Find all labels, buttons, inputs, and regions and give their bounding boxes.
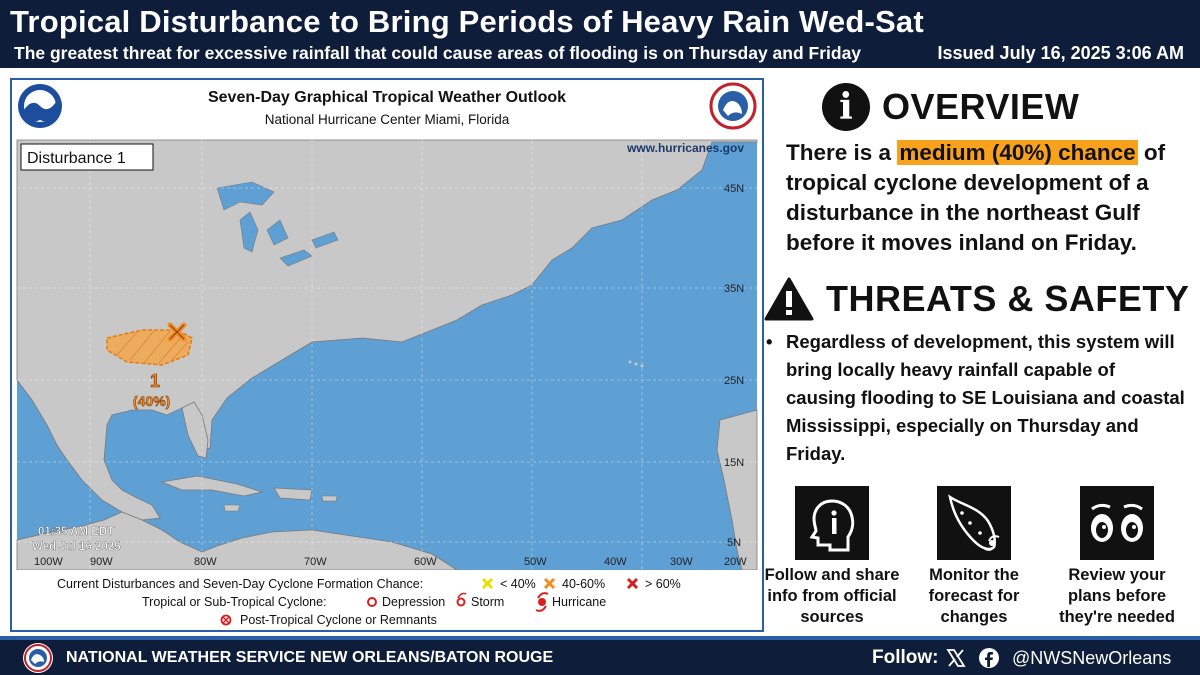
footer-divider bbox=[0, 636, 1200, 640]
social-handle-link[interactable]: @NWSNewOrleans bbox=[1012, 648, 1172, 668]
issued-timestamp: Issued July 16, 2025 3:06 AM bbox=[937, 43, 1184, 63]
hispaniola-land bbox=[273, 487, 313, 501]
overview-header: i OVERVIEW bbox=[822, 82, 1079, 132]
florida-land bbox=[181, 401, 209, 459]
x-social-icon[interactable] bbox=[946, 648, 966, 668]
map-subtitle: National Hurricane Center Miami, Florida bbox=[265, 112, 510, 127]
office-name: NATIONAL WEATHER SERVICE NEW ORLEANS/BAT… bbox=[66, 649, 554, 666]
tip-monitor-forecast: Monitor the forecast for changes bbox=[904, 486, 1044, 628]
facebook-icon[interactable] bbox=[978, 647, 1000, 669]
lon-label-50w: 50W bbox=[524, 556, 547, 568]
map-timestamp-date: Wed Jul 16 2025 bbox=[32, 541, 121, 553]
lon-label-80w: 80W bbox=[194, 556, 217, 568]
africa-land bbox=[716, 409, 758, 571]
overview-text-before: There is a bbox=[786, 140, 898, 165]
page-title: Tropical Disturbance to Bring Periods of… bbox=[10, 4, 924, 39]
tip-review-caption: Review your plans before they're needed bbox=[1059, 566, 1175, 626]
depression-icon bbox=[367, 597, 377, 607]
lon-label-30w: 30W bbox=[670, 556, 693, 568]
legend-row2-label: Tropical or Sub-Tropical Cyclone: bbox=[142, 595, 327, 609]
threats-text: • Regardless of development, this system… bbox=[766, 328, 1190, 468]
lon-label-60w: 60W bbox=[414, 556, 437, 568]
lon-label-20w: 20W bbox=[724, 556, 747, 568]
area-chance-label: (40%) bbox=[133, 393, 170, 409]
lat-label-35n: 35N bbox=[724, 283, 744, 295]
legend-low-x-icon bbox=[481, 577, 494, 590]
website-label: www.hurricanes.gov bbox=[626, 141, 744, 155]
tip-follow-caption: Follow and share info from official sour… bbox=[764, 566, 900, 626]
legend-row1-label: Current Disturbances and Seven-Day Cyclo… bbox=[57, 577, 423, 591]
lon-label-70w: 70W bbox=[304, 556, 327, 568]
lon-label-100w: 100W bbox=[34, 556, 63, 568]
tip-monitor-caption: Monitor the forecast for changes bbox=[928, 566, 1020, 626]
legend-hurricane: Hurricane bbox=[552, 595, 606, 609]
legend-medium: 40-60% bbox=[562, 577, 605, 591]
tropical-outlook-map: 45N 35N 25N 15N 5N 100W 90W 80W 70W 60W … bbox=[10, 78, 764, 632]
eyes-icon bbox=[1080, 486, 1154, 560]
cuba-land bbox=[160, 475, 264, 497]
lat-label-15n: 15N bbox=[724, 457, 744, 469]
legend-high: > 60% bbox=[645, 577, 681, 591]
threats-bullet: • bbox=[766, 331, 773, 352]
legend-low: < 40% bbox=[500, 577, 536, 591]
page-subtitle: The greatest threat for excessive rainfa… bbox=[14, 43, 862, 63]
map-title: Seven-Day Graphical Tropical Weather Out… bbox=[208, 89, 566, 106]
noaa-logo-icon bbox=[18, 84, 62, 128]
great-lakes bbox=[216, 181, 275, 211]
map-graphic: 45N 35N 25N 15N 5N 100W 90W 80W 70W 60W … bbox=[12, 80, 762, 630]
threats-body: Regardless of development, this system w… bbox=[786, 331, 1185, 464]
overview-text: There is a medium (40%) chance of tropic… bbox=[786, 138, 1186, 258]
lat-label-25n: 25N bbox=[724, 375, 744, 387]
legend-medium-x-icon bbox=[543, 577, 556, 590]
follow-label: Follow: bbox=[872, 647, 939, 668]
storm-icon bbox=[456, 592, 467, 607]
overview-text-after: of tropical cyclone development of a dis… bbox=[786, 140, 1166, 255]
footer-banner: NATIONAL WEATHER SERVICE NEW ORLEANS/BAT… bbox=[0, 640, 1200, 675]
lat-label-5n: 5N bbox=[727, 537, 741, 549]
legend-high-x-icon bbox=[626, 577, 639, 590]
lon-label-40w: 40W bbox=[604, 556, 627, 568]
threats-header: THREATS & SAFETY bbox=[764, 274, 1189, 324]
legend-depression: Depression bbox=[382, 595, 445, 609]
overview-heading: OVERVIEW bbox=[882, 86, 1080, 127]
lon-label-90w: 90W bbox=[90, 556, 113, 568]
map-timestamp-time: 01:35 AM EDT bbox=[38, 526, 114, 538]
nws-footer-logo-icon bbox=[23, 643, 53, 673]
tip-review-plans: Review your plans before they're needed bbox=[1047, 486, 1187, 628]
disturbance-label: Disturbance 1 bbox=[27, 150, 126, 167]
legend-row3-label: Post-Tropical Cyclone or Remnants bbox=[240, 613, 437, 627]
info-icon: i bbox=[822, 83, 870, 131]
header-banner: Tropical Disturbance to Bring Periods of… bbox=[0, 0, 1200, 68]
hurricane-track-icon bbox=[937, 486, 1011, 560]
hurricane-icon bbox=[535, 592, 549, 612]
head-info-icon bbox=[795, 486, 869, 560]
lat-label-45n: 45N bbox=[724, 183, 744, 195]
warning-icon bbox=[764, 277, 814, 321]
overview-highlight: medium (40%) chance bbox=[897, 140, 1138, 165]
threats-heading: THREATS & SAFETY bbox=[826, 278, 1190, 319]
nws-logo-icon bbox=[709, 82, 757, 130]
tip-follow-official: Follow and share info from official sour… bbox=[762, 486, 902, 628]
area-number-label: 1 bbox=[150, 371, 160, 391]
legend-storm: Storm bbox=[471, 595, 504, 609]
post-tropical-icon bbox=[220, 614, 232, 626]
